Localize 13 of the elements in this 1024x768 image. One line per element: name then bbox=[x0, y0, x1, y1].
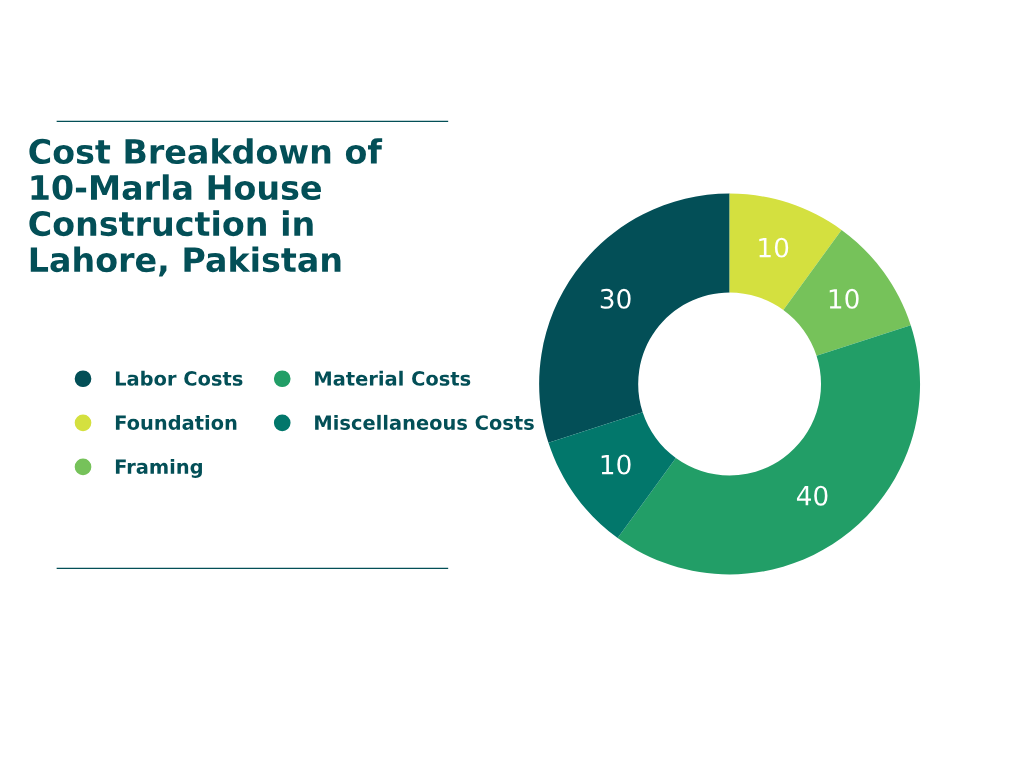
chart-title: Cost Breakdown of 10-Marla House Construction in Lahore, Pakistan bbox=[29, 138, 383, 277]
legend-label: Framing bbox=[115, 458, 202, 478]
data-label: 40 bbox=[796, 485, 828, 506]
legend-label: Labor Costs bbox=[115, 370, 243, 386]
data-label: 10 bbox=[759, 237, 789, 258]
legend-label: Material Costs bbox=[315, 370, 471, 386]
donut-slice bbox=[539, 193, 730, 443]
data-label: 10 bbox=[829, 288, 859, 309]
legend-label: Foundation bbox=[115, 414, 237, 430]
legend-label: Miscellaneous Costs bbox=[315, 414, 534, 430]
data-label: 10 bbox=[601, 454, 631, 475]
donut-slice bbox=[548, 412, 676, 539]
data-label: 30 bbox=[600, 288, 631, 309]
